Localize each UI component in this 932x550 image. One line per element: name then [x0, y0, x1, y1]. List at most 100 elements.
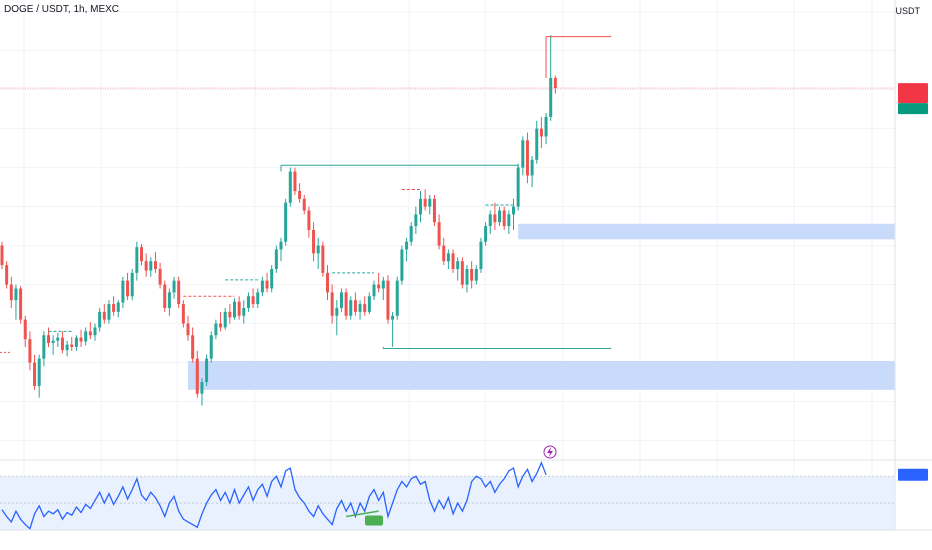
- candle-bullish[interactable]: [288, 167, 292, 207]
- candle-bullish[interactable]: [242, 300, 246, 324]
- candle-bullish[interactable]: [339, 288, 343, 312]
- candle-bullish[interactable]: [74, 335, 78, 351]
- candle-bullish[interactable]: [358, 300, 362, 320]
- candle-bearish[interactable]: [251, 288, 255, 308]
- candle-bullish[interactable]: [270, 265, 274, 293]
- candle-bearish[interactable]: [163, 280, 167, 312]
- candle-bullish[interactable]: [391, 311, 395, 347]
- candle-bullish[interactable]: [484, 222, 488, 246]
- rsi-line[interactable]: [1, 460, 547, 530]
- candle-bullish[interactable]: [214, 319, 218, 340]
- candle-bullish[interactable]: [42, 331, 46, 367]
- candle-bullish[interactable]: [474, 265, 478, 285]
- candle-bearish[interactable]: [326, 265, 329, 301]
- candle-bearish[interactable]: [302, 194, 306, 215]
- candle-bullish[interactable]: [428, 194, 432, 215]
- candle-bullish[interactable]: [400, 245, 404, 285]
- symbol-title[interactable]: DOGE / USDT, 1h, MEXC: [4, 4, 120, 15]
- candle-bearish[interactable]: [60, 331, 64, 354]
- candle-bullish[interactable]: [37, 354, 41, 398]
- candle-bearish[interactable]: [525, 132, 529, 184]
- candle-bullish[interactable]: [84, 327, 88, 346]
- bull-badge[interactable]: [365, 515, 383, 526]
- candle-bullish[interactable]: [51, 335, 55, 355]
- currency-label[interactable]: USDT: [895, 6, 921, 16]
- candle-bullish[interactable]: [507, 210, 511, 234]
- candle-bullish[interactable]: [465, 265, 469, 293]
- candle-bullish[interactable]: [335, 300, 339, 336]
- candle-bearish[interactable]: [181, 300, 185, 328]
- candle-bearish[interactable]: [432, 194, 436, 227]
- candle-bearish[interactable]: [363, 296, 367, 316]
- candle-bullish[interactable]: [223, 307, 227, 330]
- candle-bearish[interactable]: [126, 272, 130, 301]
- candle-bearish[interactable]: [312, 222, 316, 262]
- candle-bearish[interactable]: [153, 251, 157, 273]
- candle-bearish[interactable]: [228, 304, 232, 324]
- lightning-icon[interactable]: [543, 445, 557, 459]
- candle-bullish[interactable]: [544, 113, 548, 145]
- candle-bullish[interactable]: [56, 332, 60, 347]
- secondary-price-badge[interactable]: [898, 103, 928, 115]
- candles[interactable]: [0, 35, 557, 406]
- candle-bearish[interactable]: [5, 261, 9, 289]
- candle-bullish[interactable]: [65, 340, 69, 357]
- candle-bullish[interactable]: [246, 292, 250, 312]
- candle-bullish[interactable]: [521, 136, 525, 176]
- candle-bullish[interactable]: [274, 245, 278, 273]
- rsi-value-badge[interactable]: [898, 468, 928, 481]
- candle-bearish[interactable]: [88, 322, 92, 340]
- candle-bearish[interactable]: [19, 286, 23, 324]
- price-axis[interactable]: [0, 0, 932, 530]
- candle-bearish[interactable]: [553, 75, 557, 94]
- candle-bullish[interactable]: [395, 276, 399, 320]
- candle-bullish[interactable]: [260, 276, 264, 297]
- candle-bearish[interactable]: [377, 272, 381, 293]
- candle-bullish[interactable]: [107, 300, 111, 324]
- candle-bullish[interactable]: [200, 378, 204, 406]
- candle-bullish[interactable]: [116, 300, 120, 318]
- candle-bullish[interactable]: [233, 298, 236, 320]
- candle-bearish[interactable]: [307, 206, 311, 238]
- candle-bearish[interactable]: [298, 183, 302, 203]
- candle-bullish[interactable]: [512, 198, 515, 230]
- candle-bullish[interactable]: [205, 354, 209, 386]
- candle-bullish[interactable]: [549, 35, 553, 121]
- candle-bearish[interactable]: [186, 315, 190, 341]
- candle-bearish[interactable]: [177, 276, 181, 308]
- candle-bullish[interactable]: [316, 237, 320, 269]
- candle-bearish[interactable]: [451, 249, 455, 273]
- candle-bullish[interactable]: [488, 210, 492, 234]
- candle-bearish[interactable]: [344, 288, 348, 320]
- candle-bullish[interactable]: [135, 241, 139, 281]
- candle-bearish[interactable]: [437, 214, 441, 250]
- candle-bullish[interactable]: [279, 237, 283, 262]
- candle-bullish[interactable]: [209, 331, 213, 363]
- candle-bearish[interactable]: [195, 350, 199, 398]
- candle-bearish[interactable]: [293, 167, 297, 195]
- candle-bullish[interactable]: [414, 206, 418, 234]
- candle-bullish[interactable]: [172, 276, 176, 299]
- candle-bearish[interactable]: [265, 272, 269, 293]
- candle-bullish[interactable]: [130, 268, 134, 301]
- candle-bullish[interactable]: [446, 249, 450, 269]
- candle-bearish[interactable]: [460, 257, 464, 289]
- rsi-panel[interactable]: [0, 460, 895, 531]
- candle-bullish[interactable]: [121, 276, 125, 308]
- candle-bearish[interactable]: [219, 311, 223, 332]
- candle-bearish[interactable]: [442, 237, 446, 266]
- candle-bearish[interactable]: [70, 336, 74, 351]
- candle-bearish[interactable]: [0, 241, 4, 269]
- candle-bearish[interactable]: [353, 292, 357, 316]
- candle-bearish[interactable]: [493, 202, 497, 230]
- candle-bearish[interactable]: [47, 327, 50, 347]
- candle-bearish[interactable]: [144, 253, 148, 277]
- candle-bullish[interactable]: [93, 323, 97, 341]
- candle-bullish[interactable]: [98, 307, 102, 332]
- candle-bullish[interactable]: [256, 288, 260, 308]
- candle-bullish[interactable]: [367, 292, 371, 315]
- candle-bearish[interactable]: [140, 244, 143, 266]
- candle-bearish[interactable]: [191, 327, 195, 363]
- candle-bullish[interactable]: [456, 257, 460, 281]
